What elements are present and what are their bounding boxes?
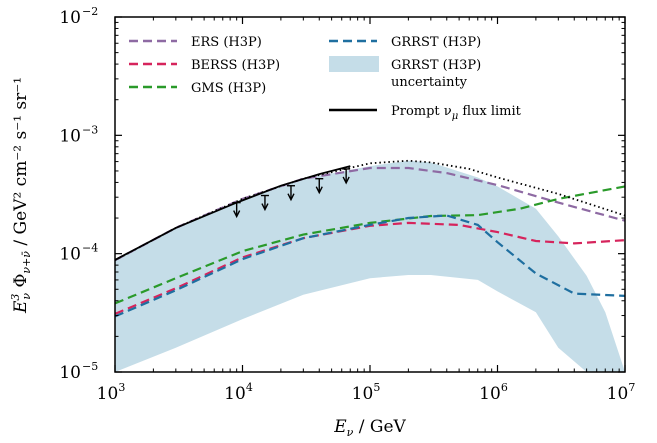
y-axis-label: E3ν Φν+ν̄ / GeV² cm⁻² s⁻¹ sr⁻¹ — [9, 77, 33, 314]
uncertainty-band — [115, 160, 625, 372]
x-tick-label: 107 — [607, 381, 636, 404]
legend-label: GRRST (H3P) — [391, 58, 481, 73]
series-line-grrst-h3p-3 — [114, 214, 626, 318]
y-tick-label: 10 — [59, 126, 81, 146]
legend-item: GRRST (H3P) — [329, 35, 481, 50]
legend-label: uncertainty — [391, 75, 468, 90]
upper-limit-arrow — [286, 185, 295, 202]
upper-limit-arrow — [315, 178, 324, 195]
legend-label: GRRST (H3P) — [391, 35, 481, 50]
series-layer — [114, 159, 626, 318]
legend: ERS (H3P) GRRST (H3P) BERSS (H3P) GRRST (H3… — [129, 35, 522, 122]
x-axis-label: Eν / GeV — [333, 417, 406, 439]
y-tick-exponent: −3 — [82, 123, 98, 136]
y-tick-label: 10 — [59, 245, 81, 265]
y-tick-label: 10 — [59, 8, 81, 28]
legend-label: GMS (H3P) — [191, 81, 266, 96]
x-tick-label: 103 — [97, 381, 126, 404]
y-tick-exponent: −4 — [82, 242, 98, 255]
y-tick-label: 10 — [59, 363, 81, 383]
legend-label: ERS (H3P) — [191, 35, 262, 50]
x-tick-label: 105 — [352, 381, 381, 404]
legend-label: Prompt νμ flux limit — [391, 104, 522, 122]
legend-item: ERS (H3P) — [129, 35, 262, 50]
legend-swatch — [329, 56, 379, 72]
series-line-berss-h3p-1 — [114, 221, 626, 315]
legend-item: GMS (H3P) — [129, 81, 266, 96]
upper-limit-arrow — [342, 168, 351, 185]
x-tick-label: 104 — [224, 381, 253, 404]
upper-limit-arrow — [232, 201, 241, 219]
legend-item: Prompt νμ flux limit — [329, 104, 522, 122]
legend-item: BERSS (H3P) — [129, 58, 280, 73]
uncertainty-band-layer — [115, 160, 625, 372]
upper-limit-arrows — [232, 168, 351, 219]
y-tick-exponent: −5 — [82, 360, 98, 373]
series-line-dotted-reference-6 — [114, 159, 626, 261]
upper-limit-arrow — [260, 194, 269, 212]
x-tick-label: 106 — [479, 381, 508, 404]
legend-item: GRRST (H3P) uncertainty — [329, 56, 481, 90]
legend-label: BERSS (H3P) — [191, 58, 280, 73]
y-tick-exponent: −2 — [82, 5, 98, 18]
